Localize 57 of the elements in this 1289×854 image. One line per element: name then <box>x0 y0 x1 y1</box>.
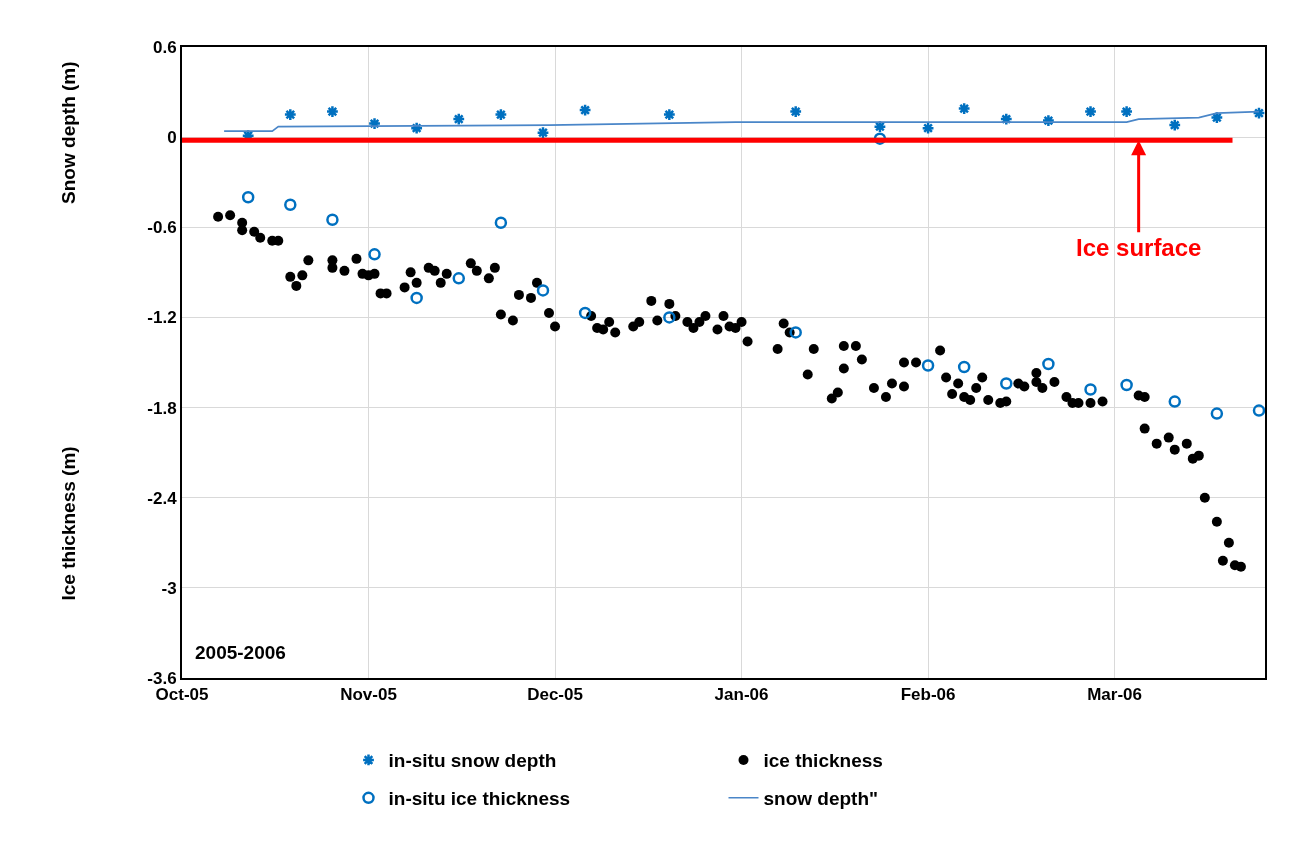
annotation: 2005-2006 <box>195 642 286 663</box>
point <box>1120 378 1133 392</box>
point <box>536 284 550 297</box>
point <box>789 326 802 339</box>
x-tick-label: Dec-05 <box>527 685 583 705</box>
point <box>578 103 592 117</box>
x-tick-label: Nov-05 <box>340 685 397 705</box>
y-axis-title: Snow depth (m) <box>57 61 79 204</box>
y-tick-label: -3 <box>161 578 177 598</box>
y-tick-label: -3.6 <box>147 668 177 688</box>
point <box>1084 383 1097 396</box>
point <box>578 306 592 320</box>
point <box>1119 104 1134 119</box>
y-tick-label: -0.6 <box>147 218 177 238</box>
y-tick-label: -1.2 <box>147 308 177 328</box>
point <box>494 216 508 230</box>
x-tick-label: Mar-06 <box>1087 685 1142 705</box>
point <box>1210 407 1224 420</box>
legend-label: in-situ snow depth <box>388 750 557 772</box>
x-tick-label: Jan-06 <box>714 685 769 705</box>
point <box>1042 357 1055 371</box>
legend-label: ice thickness <box>763 750 883 772</box>
point <box>326 213 339 227</box>
point <box>452 272 466 285</box>
point <box>1252 404 1265 417</box>
point <box>789 104 803 119</box>
y-tick-label: 0.6 <box>152 37 177 57</box>
legend-label: in-situ ice thickness <box>388 788 571 810</box>
point <box>957 101 971 116</box>
text: Ice thickness (m) <box>58 446 79 601</box>
x-tick-label: Feb-06 <box>900 685 956 705</box>
line-series <box>223 110 1260 132</box>
point <box>325 104 340 119</box>
y-tick-label: -2.4 <box>147 488 178 508</box>
point <box>957 360 971 374</box>
point <box>1083 104 1098 119</box>
y-tick-label: 0 <box>167 128 177 148</box>
point <box>1252 106 1265 120</box>
point <box>283 107 297 122</box>
point <box>1000 377 1013 390</box>
point <box>921 359 935 372</box>
point <box>1168 118 1182 132</box>
point <box>452 112 466 126</box>
point <box>662 107 676 122</box>
point <box>410 291 423 305</box>
point <box>536 125 550 140</box>
y-tick-label: -1.8 <box>147 398 177 418</box>
x-tick-label: Oct-05 <box>155 685 209 705</box>
point <box>1168 395 1181 408</box>
point <box>368 248 381 261</box>
point <box>921 121 935 135</box>
point <box>241 190 255 204</box>
point <box>663 311 676 324</box>
annotation: Ice surface <box>1076 234 1202 261</box>
point <box>494 107 508 122</box>
legend-label: snow depth" <box>763 788 879 810</box>
point <box>284 198 297 211</box>
